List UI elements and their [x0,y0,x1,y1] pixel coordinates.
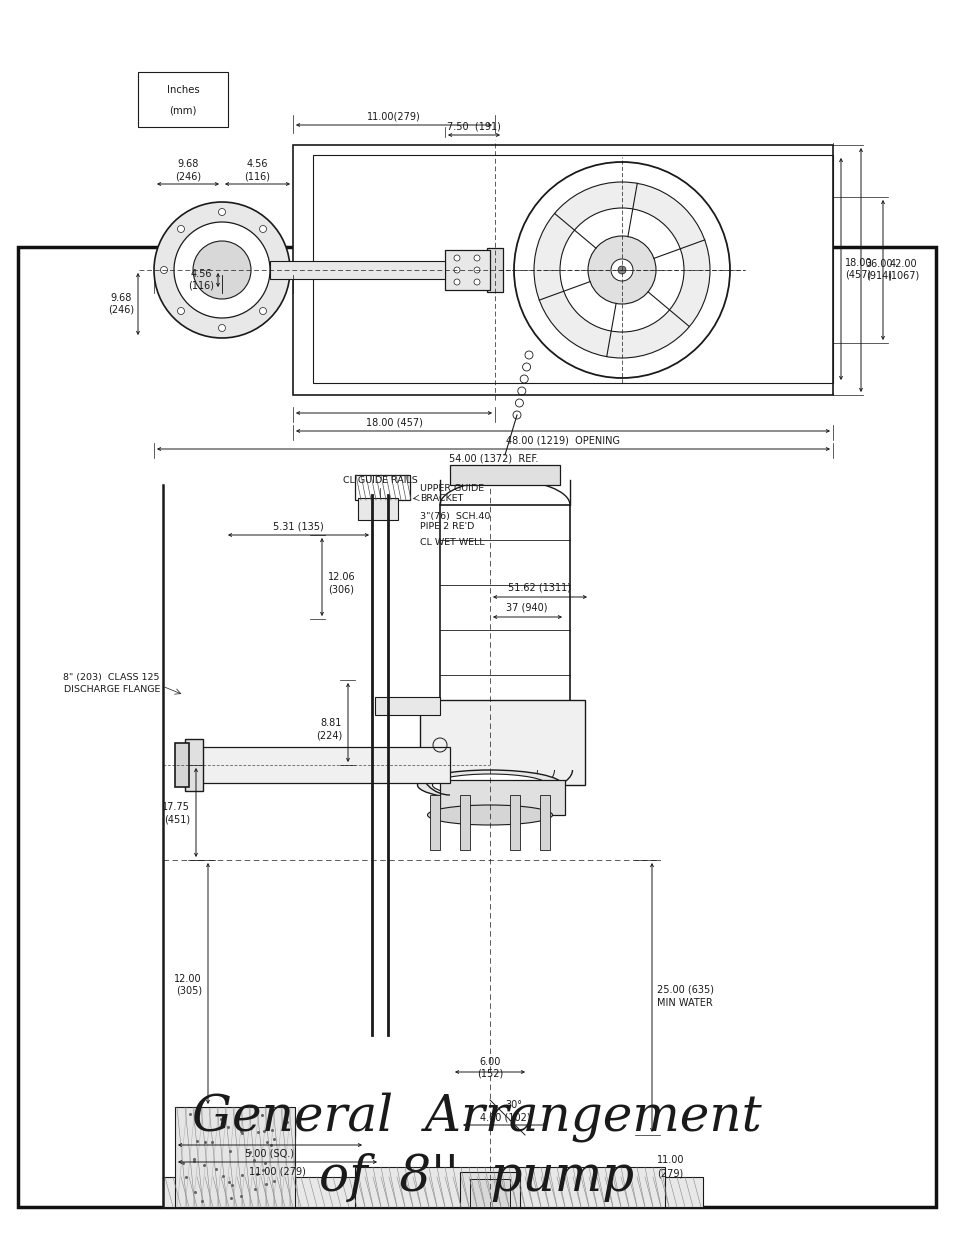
Bar [459,795,470,850]
Bar [419,700,584,785]
Bar [357,498,397,520]
Circle shape [454,267,459,273]
Circle shape [514,162,729,378]
Bar [486,248,502,291]
Bar [439,781,564,815]
Bar [270,261,444,279]
Text: 6.00: 6.00 [478,1057,500,1067]
Text: 12.00: 12.00 [174,973,202,983]
Bar [450,466,559,485]
Text: (279): (279) [657,1168,682,1178]
Bar [138,72,228,127]
Text: General  Arrangement: General Arrangement [192,1092,761,1142]
Bar [355,475,410,500]
Circle shape [160,267,168,273]
Text: 48.00 (1219)  OPENING: 48.00 (1219) OPENING [505,435,619,445]
Text: 25.00 (635): 25.00 (635) [657,984,713,994]
Bar [355,1167,664,1207]
Circle shape [259,308,266,315]
Ellipse shape [417,769,562,800]
Circle shape [474,267,479,273]
Text: 18.00 (457): 18.00 (457) [365,417,422,427]
Circle shape [193,241,251,299]
Text: 42.00
(1067): 42.00 (1067) [886,259,919,280]
Text: 4.56
(116): 4.56 (116) [244,159,271,182]
Circle shape [587,236,656,304]
Bar [444,249,490,290]
Text: BRACKET: BRACKET [419,494,463,503]
Text: UPPER GUIDE: UPPER GUIDE [419,484,483,493]
Bar [185,739,203,790]
Text: (152): (152) [476,1070,502,1079]
Text: 8.81: 8.81 [320,718,341,727]
Text: 17.75: 17.75 [162,803,190,813]
Text: 4.56
(116): 4.56 (116) [188,269,213,290]
Circle shape [534,182,709,358]
Text: 4.00 (102): 4.00 (102) [479,1112,530,1123]
Text: (305): (305) [175,986,202,995]
Bar [470,1179,510,1207]
Text: 5.00 (SQ.): 5.00 (SQ.) [245,1149,294,1158]
Text: CL GUIDE RAILS: CL GUIDE RAILS [342,475,416,485]
Text: 7.50  (191): 7.50 (191) [447,121,500,131]
Bar [18,247,935,1207]
Bar [293,144,832,395]
Circle shape [454,279,459,285]
Circle shape [618,266,625,274]
Text: 5.31 (135): 5.31 (135) [273,521,323,531]
Bar [539,795,550,850]
Text: 11.00 (279): 11.00 (279) [249,1166,306,1176]
Bar [313,156,832,383]
Text: 37 (940): 37 (940) [506,601,547,613]
Text: (mm): (mm) [169,105,196,116]
Circle shape [474,279,479,285]
Circle shape [474,254,479,261]
Ellipse shape [432,774,547,797]
Circle shape [276,267,283,273]
Text: (451): (451) [164,815,190,825]
Text: 12.06: 12.06 [328,572,355,582]
Circle shape [173,222,270,317]
Text: 51.62 (1311): 51.62 (1311) [508,582,571,592]
Circle shape [259,226,266,232]
Bar [459,1172,519,1207]
Bar [375,697,439,715]
Text: 30°: 30° [504,1100,521,1110]
Circle shape [153,203,290,338]
Text: of  8''  pump: of 8'' pump [319,1152,634,1202]
Text: PIPE 2 RE'D: PIPE 2 RE'D [419,522,474,531]
Text: 3"(76)  SCH.40: 3"(76) SCH.40 [419,513,490,521]
Ellipse shape [427,805,552,825]
Circle shape [218,209,225,215]
Circle shape [218,325,225,331]
Text: 9.68
(246): 9.68 (246) [174,159,201,182]
Text: 54.00 (1372)  REF.: 54.00 (1372) REF. [448,453,537,463]
Text: (306): (306) [328,584,354,594]
Circle shape [559,207,683,332]
Circle shape [454,254,459,261]
Bar [510,795,519,850]
Bar [163,1177,702,1207]
Bar [174,1107,294,1207]
Text: MIN WATER: MIN WATER [657,998,712,1008]
Circle shape [177,226,184,232]
Bar [430,795,439,850]
Text: 11.00: 11.00 [657,1155,684,1165]
Circle shape [610,259,633,282]
Bar [174,743,189,787]
Text: 36.00
(914): 36.00 (914) [864,259,892,280]
Text: CL WET WELL: CL WET WELL [419,538,484,547]
Circle shape [177,308,184,315]
Text: 8" (203)  CLASS 125: 8" (203) CLASS 125 [64,673,160,682]
Text: 18.00
(457): 18.00 (457) [844,258,872,280]
Text: DISCHARGE FLANGE: DISCHARGE FLANGE [64,684,160,694]
Text: (224): (224) [315,730,341,740]
Text: 9.68
(246): 9.68 (246) [108,293,133,315]
Text: 11.00(279): 11.00(279) [367,111,420,121]
Text: Inches: Inches [167,85,199,95]
Bar [200,747,450,783]
Bar [439,505,569,705]
